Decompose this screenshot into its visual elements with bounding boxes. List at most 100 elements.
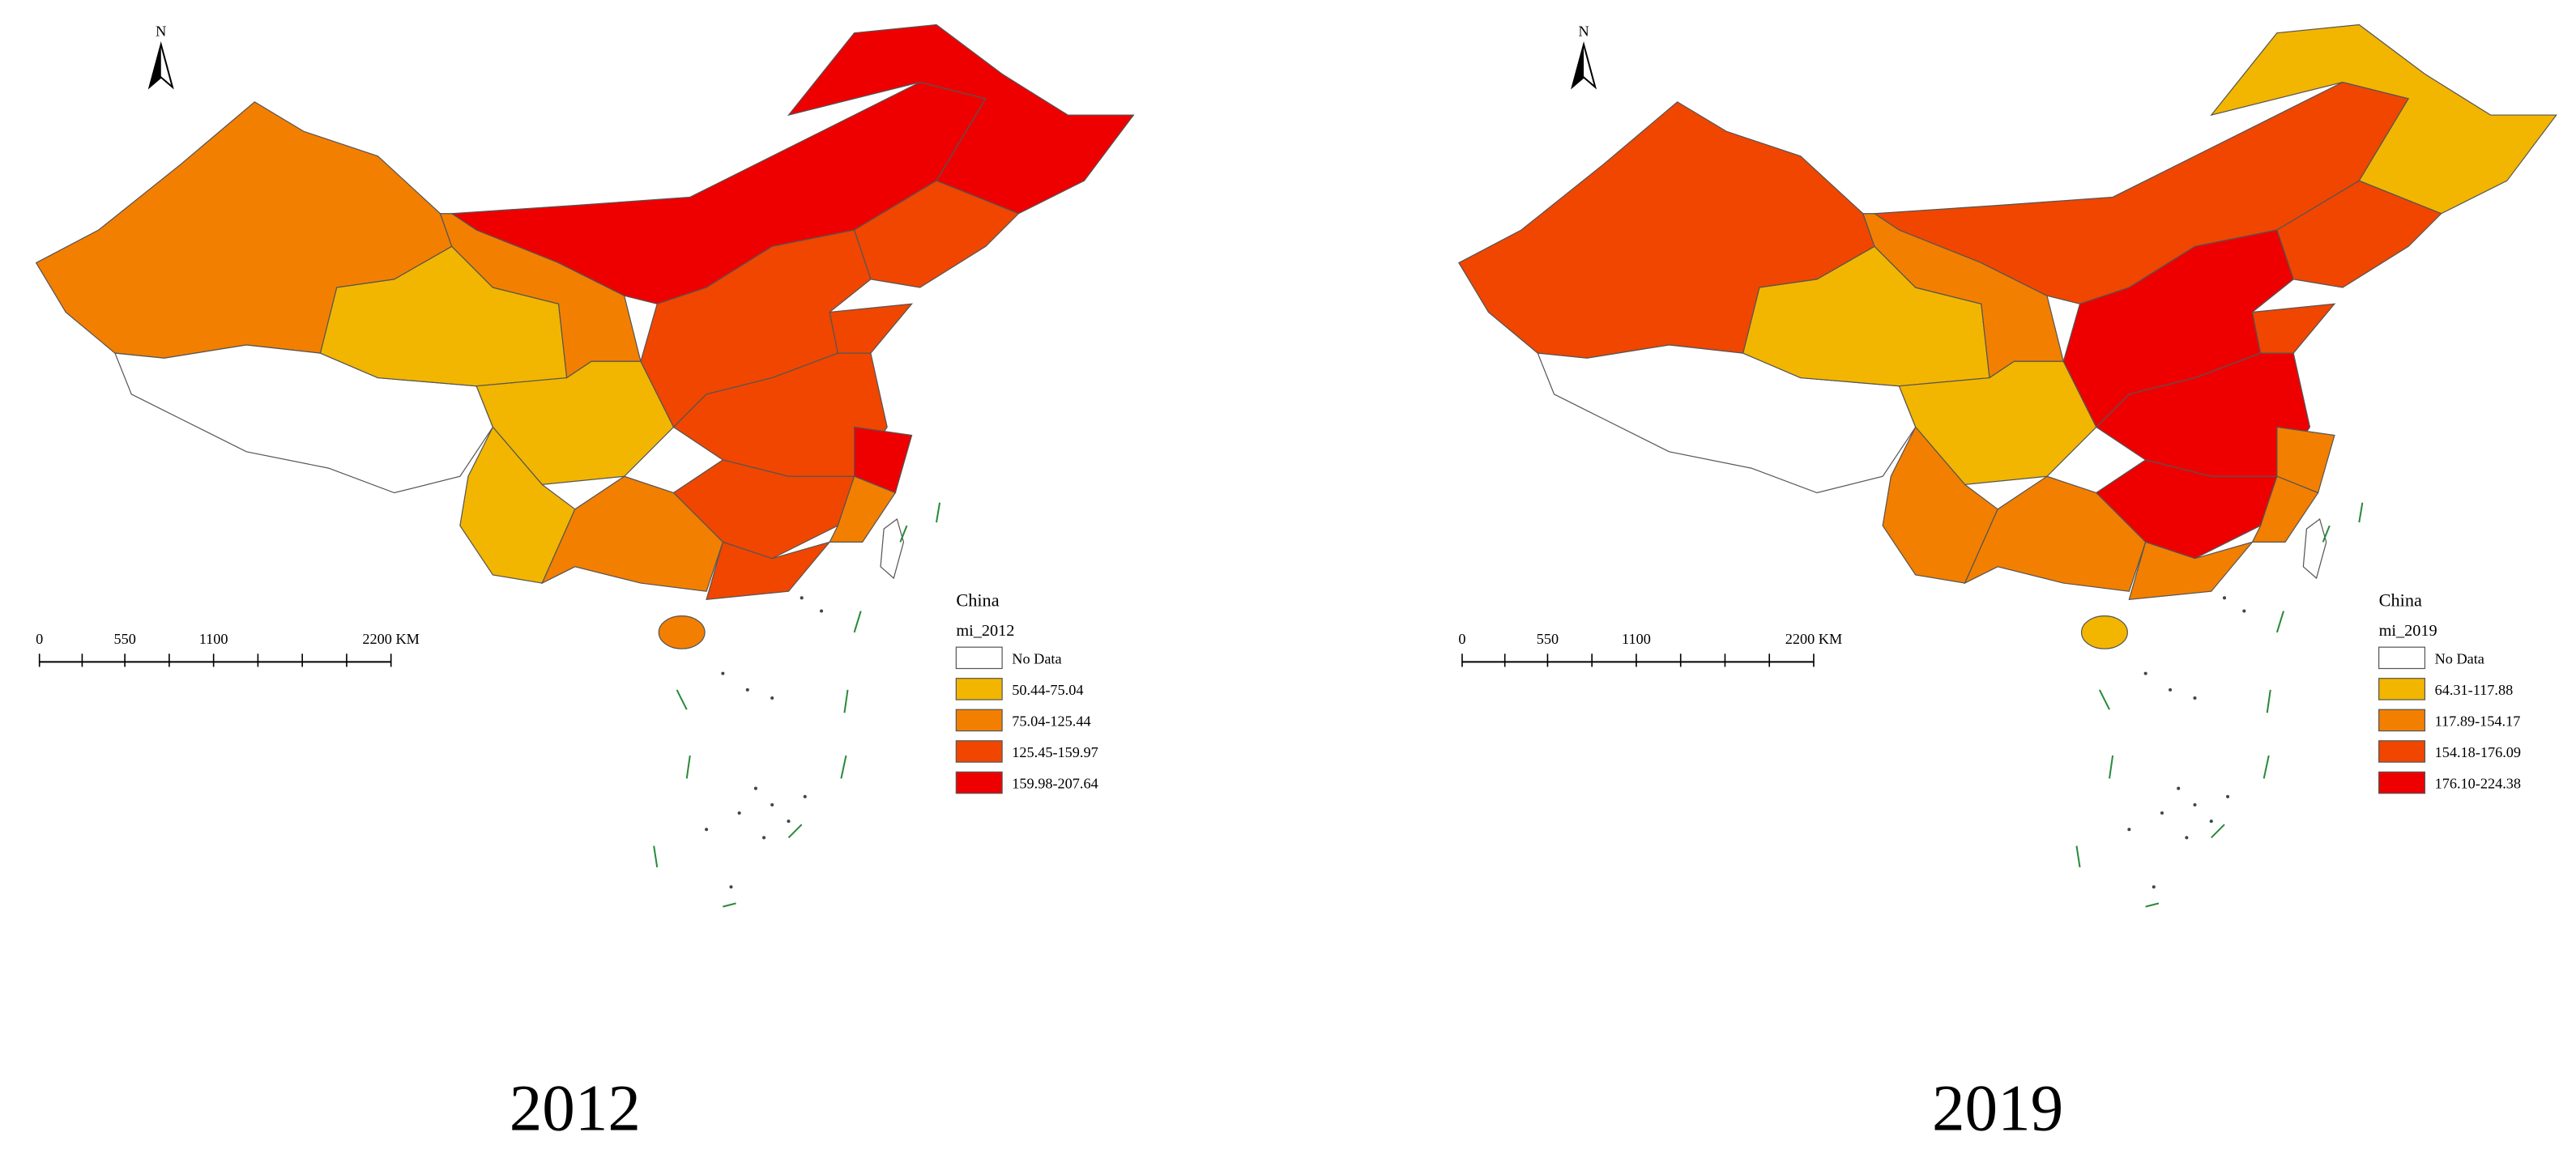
boundary-dash xyxy=(840,755,847,779)
boundary-dash xyxy=(899,525,908,543)
scale-label: 550 xyxy=(113,631,135,647)
island xyxy=(745,688,749,692)
legend-label: 159.98-207.64 xyxy=(1012,776,1098,792)
scale-label: 0 xyxy=(1458,631,1465,647)
boundary-dash xyxy=(723,902,736,908)
region-hainan xyxy=(658,615,706,649)
region-shandong xyxy=(829,303,913,354)
map-panel: N 0 550 1100 2200 KM China mi_2019 No Data 64.31… xyxy=(1458,23,2557,1144)
island xyxy=(2242,609,2246,613)
legend-swatch xyxy=(2378,678,2426,700)
legend-swatch xyxy=(955,709,1003,732)
boundary-dash xyxy=(2109,755,2114,779)
region-hainan xyxy=(2080,615,2128,649)
legend-swatch xyxy=(955,678,1003,700)
island xyxy=(2127,828,2131,832)
boundary-dash xyxy=(2075,845,2081,868)
scale-label: 2200 KM xyxy=(362,631,419,647)
boundary-dash xyxy=(935,502,941,523)
island xyxy=(803,794,807,798)
island xyxy=(2177,786,2181,790)
region-taiwan xyxy=(880,517,905,580)
island xyxy=(2185,836,2189,840)
island xyxy=(729,885,733,889)
region-guangdong xyxy=(706,541,831,601)
island xyxy=(737,811,741,815)
legend-swatch xyxy=(2378,709,2426,732)
boundary-dash xyxy=(685,755,691,779)
island xyxy=(820,609,824,613)
legend-swatch xyxy=(955,646,1003,670)
boundary-dash xyxy=(2263,755,2270,779)
legend-label: No Data xyxy=(1012,650,1061,666)
scale-label: 1100 xyxy=(1622,631,1651,647)
island xyxy=(2222,596,2227,600)
legend-swatch xyxy=(955,771,1003,794)
region-yunnan xyxy=(459,426,576,584)
island xyxy=(721,671,725,675)
caption: 2012 xyxy=(510,1071,641,1144)
legend-label: 176.10-224.38 xyxy=(2435,776,2521,792)
island xyxy=(2209,820,2213,824)
boundary-dash xyxy=(2358,502,2364,523)
region-fujian xyxy=(829,475,897,543)
caption: 2019 xyxy=(1932,1071,2063,1144)
north-label: N xyxy=(156,23,166,40)
boundary-dash xyxy=(653,845,659,868)
north-label: N xyxy=(1578,23,1589,40)
legend-label: 154.18-176.09 xyxy=(2435,744,2521,760)
region-tibet xyxy=(114,344,494,494)
legend-label: 50.44-75.04 xyxy=(1012,682,1083,698)
region-fujian xyxy=(2251,475,2319,543)
island xyxy=(705,828,709,832)
island xyxy=(770,803,774,807)
island xyxy=(2143,671,2147,675)
boundary-dash xyxy=(2098,689,2110,710)
island xyxy=(2193,696,2197,700)
legend-swatch xyxy=(2378,740,2426,763)
region-guizhou-guangxi xyxy=(1964,475,2147,592)
map-panel: N 0 550 1100 2200 KM China mi_2012 No Data 50.44… xyxy=(35,23,1135,1144)
island xyxy=(2193,803,2197,807)
legend-title: China xyxy=(956,590,999,610)
region-guizhou-guangxi xyxy=(541,475,724,592)
region-shandong xyxy=(2251,303,2336,354)
boundary-dash xyxy=(2145,902,2160,908)
region-yunnan xyxy=(1882,426,1998,584)
legend-swatch xyxy=(955,740,1003,763)
region-heilongjiang xyxy=(2210,23,2557,215)
island xyxy=(2152,885,2156,889)
legend-field: mi_2019 xyxy=(2379,622,2437,640)
boundary-dash xyxy=(2275,611,2284,633)
region-heilongjiang xyxy=(787,23,1135,215)
island xyxy=(753,786,757,790)
boundary-dash xyxy=(843,689,849,713)
legend-label: 75.04-125.44 xyxy=(1012,713,1090,730)
legend-swatch xyxy=(2378,646,2426,670)
region-tibet xyxy=(1537,344,1917,494)
legend-field: mi_2012 xyxy=(956,622,1014,640)
legend-title: China xyxy=(2379,590,2422,610)
boundary-dash xyxy=(2266,689,2271,713)
scale-label: 0 xyxy=(36,631,43,647)
island xyxy=(2226,794,2230,798)
island xyxy=(770,696,774,700)
island xyxy=(787,820,791,824)
boundary-dash xyxy=(2322,525,2331,543)
scale-label: 550 xyxy=(1537,631,1559,647)
legend-label: 125.45-159.97 xyxy=(1012,744,1098,760)
boundary-dash xyxy=(676,689,688,710)
boundary-dash xyxy=(2211,824,2225,839)
island xyxy=(2160,811,2164,815)
island xyxy=(762,836,766,840)
scale-label: 1100 xyxy=(199,631,228,647)
boundary-dash xyxy=(787,824,803,839)
region-taiwan xyxy=(2302,517,2327,580)
north-arrow-half xyxy=(149,44,161,87)
legend-label: 117.89-154.17 xyxy=(2435,713,2521,730)
island xyxy=(800,596,804,600)
boundary-dash xyxy=(853,611,862,633)
north-arrow-half xyxy=(1572,44,1584,87)
